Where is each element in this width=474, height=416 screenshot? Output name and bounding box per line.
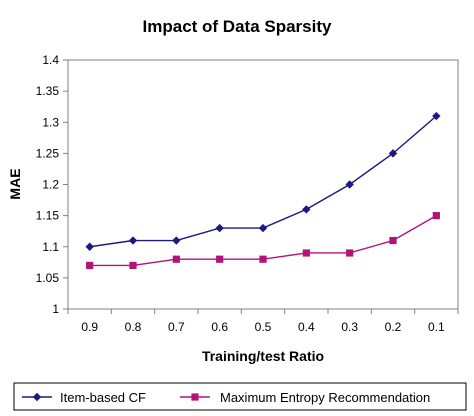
x-tick-label: 0.8 bbox=[125, 320, 142, 334]
y-tick-label: 1.05 bbox=[36, 271, 60, 285]
y-tick-label: 1.4 bbox=[42, 53, 59, 67]
x-tick-label: 0.3 bbox=[341, 320, 358, 334]
x-tick-label: 0.1 bbox=[428, 320, 445, 334]
legend-label: Maximum Entropy Recommendation bbox=[220, 390, 430, 405]
legend-marker bbox=[191, 393, 199, 401]
data-point bbox=[86, 261, 94, 270]
legend-label: Item-based CF bbox=[60, 390, 146, 405]
y-tick-label: 1.3 bbox=[42, 115, 59, 129]
data-point bbox=[216, 255, 224, 263]
y-tick-label: 1.25 bbox=[36, 146, 60, 160]
data-point bbox=[259, 255, 267, 263]
y-tick-label: 1.15 bbox=[36, 209, 60, 223]
x-tick-label: 0.6 bbox=[211, 320, 228, 334]
data-point bbox=[172, 255, 180, 263]
y-axis-title: MAE bbox=[7, 168, 23, 199]
y-tick-label: 1.2 bbox=[42, 178, 59, 192]
data-point bbox=[346, 249, 354, 257]
x-axis: 0.9 0.8 0.7 0.6 0.5 0.4 0.3 0.2 0.1 bbox=[67, 309, 459, 334]
series-2 bbox=[86, 212, 440, 270]
data-point bbox=[432, 212, 440, 220]
data-point bbox=[345, 180, 354, 189]
data-point bbox=[85, 242, 94, 251]
y-tick-label: 1.35 bbox=[36, 84, 60, 98]
data-point bbox=[129, 261, 137, 270]
x-tick-label: 0.5 bbox=[255, 320, 272, 334]
y-axis: 1 1.05 1.1 1.15 1.2 1.25 1.3 1.35 1.4 bbox=[36, 53, 68, 316]
y-tick-label: 1.1 bbox=[42, 240, 59, 254]
legend-marker bbox=[32, 392, 42, 402]
data-point bbox=[258, 223, 268, 233]
data-point bbox=[215, 223, 224, 233]
data-point bbox=[128, 236, 138, 245]
x-tick-label: 0.7 bbox=[168, 320, 185, 334]
series-layer bbox=[85, 111, 441, 270]
x-tick-label: 0.4 bbox=[298, 320, 315, 334]
x-tick-label: 0.2 bbox=[385, 320, 402, 334]
data-point bbox=[432, 111, 441, 121]
legend-box bbox=[13, 382, 467, 411]
legend: Item-based CF Maximum Entropy Recommendat… bbox=[13, 382, 467, 411]
y-tick-label: 1 bbox=[52, 302, 59, 316]
x-axis-title: Training/test Ratio bbox=[202, 348, 324, 364]
data-point bbox=[172, 236, 181, 245]
x-tick-label: 0.9 bbox=[81, 320, 98, 334]
data-point bbox=[388, 149, 398, 158]
series-1 bbox=[85, 111, 441, 251]
data-point bbox=[302, 205, 311, 214]
data-point bbox=[302, 249, 310, 257]
chart-title: Impact of Data Sparsity bbox=[143, 17, 332, 36]
data-point bbox=[389, 236, 397, 245]
plot-area bbox=[67, 59, 459, 310]
